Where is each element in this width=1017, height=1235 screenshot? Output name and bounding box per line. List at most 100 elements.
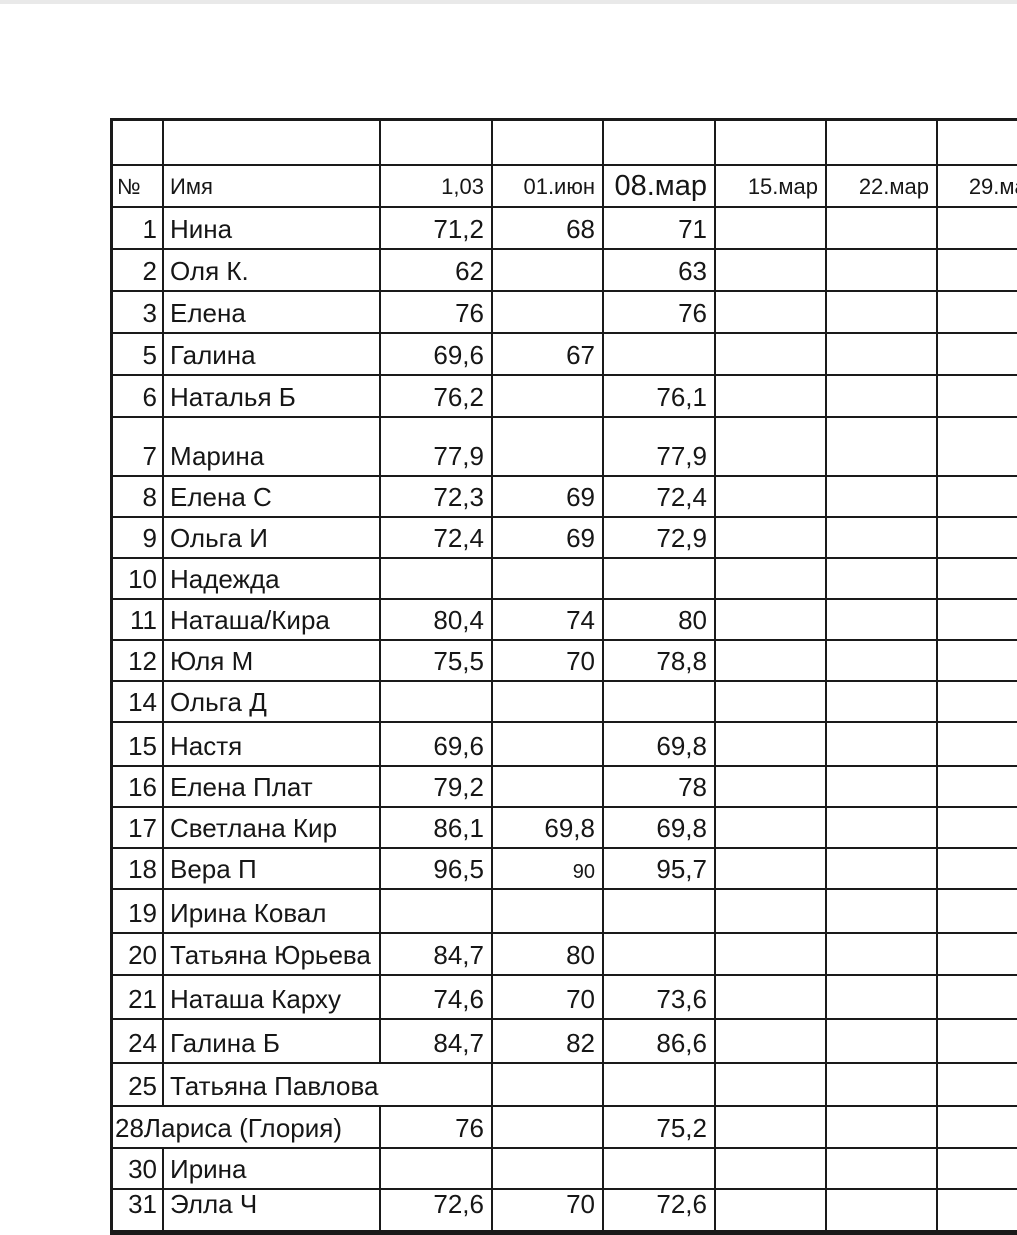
value-cell — [716, 292, 827, 332]
value-cell — [938, 1190, 1017, 1230]
member-name-cell: Оля К. — [164, 250, 381, 290]
value-cell: 71 — [604, 208, 716, 248]
row-number-cell: 17 — [113, 808, 164, 847]
row-number-cell: 10 — [113, 559, 164, 598]
value-cell — [493, 250, 604, 290]
value-cell: 69 — [493, 477, 604, 516]
value-cell — [716, 1107, 827, 1147]
table-row: 20 Татьяна Юрьева 84,7 80 — [113, 934, 1017, 976]
member-name-cell: Надежда — [164, 559, 381, 598]
value-cell — [938, 934, 1017, 974]
value-cell: 75,5 — [381, 641, 493, 680]
value-cell — [716, 1020, 827, 1062]
value-cell — [604, 559, 716, 598]
value-cell — [938, 559, 1017, 598]
value-cell — [604, 890, 716, 932]
value-cell: 96,5 — [381, 849, 493, 888]
value-cell — [827, 723, 938, 765]
value-cell: 79,2 — [381, 767, 493, 806]
value-cell: 72,6 — [604, 1190, 716, 1230]
table-row: 14 Ольга Д — [113, 682, 1017, 723]
value-cell — [827, 976, 938, 1018]
value-cell — [938, 641, 1017, 680]
value-cell — [716, 250, 827, 290]
column-header-date: 15.мар — [716, 166, 827, 206]
value-cell — [827, 1190, 938, 1230]
value-cell: 84,7 — [381, 934, 493, 974]
table-row: 12 Юля М 75,5 70 78,8 — [113, 641, 1017, 682]
row-number-cell: 8 — [113, 477, 164, 516]
column-header-name: Имя — [164, 166, 381, 206]
value-cell: 80 — [604, 600, 716, 639]
value-cell — [938, 767, 1017, 806]
value-cell: 70 — [493, 976, 604, 1018]
value-cell — [716, 767, 827, 806]
value-cell — [827, 477, 938, 516]
column-header-date: 08.мар — [604, 166, 716, 206]
value-cell — [827, 418, 938, 475]
value-cell — [493, 723, 604, 765]
empty-cell — [938, 121, 1017, 164]
value-cell: 70 — [493, 641, 604, 680]
row-number-cell: 6 — [113, 376, 164, 416]
value-cell — [493, 1064, 604, 1105]
value-cell: 95,7 — [604, 849, 716, 888]
value-cell — [938, 723, 1017, 765]
value-cell: 77,9 — [604, 418, 716, 475]
value-cell — [938, 1020, 1017, 1062]
row-number-cell: 9 — [113, 518, 164, 557]
table-row: 18 Вера П 96,5 90 95,7 — [113, 849, 1017, 890]
value-cell: 74,6 — [381, 976, 493, 1018]
value-cell — [827, 600, 938, 639]
empty-cell — [493, 121, 604, 164]
row-number-cell: 21 — [113, 976, 164, 1018]
value-cell: 72,4 — [381, 518, 493, 557]
value-cell — [827, 682, 938, 721]
row-number-cell: 3 — [113, 292, 164, 332]
value-cell — [716, 849, 827, 888]
value-cell — [938, 808, 1017, 847]
value-cell — [716, 1190, 827, 1230]
value-cell: 70 — [493, 1190, 604, 1230]
member-name-cell: Наташа Карху — [164, 976, 381, 1018]
value-cell — [381, 890, 493, 932]
value-cell — [938, 682, 1017, 721]
value-cell — [493, 376, 604, 416]
value-cell — [716, 559, 827, 598]
member-name-cell: Наталья Б — [164, 376, 381, 416]
value-cell — [938, 292, 1017, 332]
member-name-cell: Елена Плат — [164, 767, 381, 806]
member-name-cell: Наташа/Кира — [164, 600, 381, 639]
value-cell — [827, 767, 938, 806]
row-number-cell: 30 — [113, 1149, 164, 1188]
member-name-cell: Ирина Ковал — [164, 890, 381, 932]
row-number-cell: 11 — [113, 600, 164, 639]
row-number-cell: 5 — [113, 334, 164, 374]
value-cell — [827, 1149, 938, 1188]
value-cell — [604, 682, 716, 721]
table-row: 16 Елена Плат 79,2 78 — [113, 767, 1017, 808]
value-cell — [938, 890, 1017, 932]
row-number-cell: 12 — [113, 641, 164, 680]
value-cell — [381, 682, 493, 721]
value-cell: 76 — [381, 292, 493, 332]
member-name-cell: Марина — [164, 418, 381, 475]
value-cell: 78,8 — [604, 641, 716, 680]
empty-cell — [716, 121, 827, 164]
row-number-cell: 2 — [113, 250, 164, 290]
table-row: 31 Элла Ч 72,6 70 72,6 — [113, 1190, 1017, 1232]
member-name-cell: Елена С — [164, 477, 381, 516]
value-cell — [493, 1149, 604, 1188]
value-cell — [938, 334, 1017, 374]
value-cell: 75,2 — [604, 1107, 716, 1147]
value-cell: 76 — [381, 1107, 493, 1147]
empty-cell — [604, 121, 716, 164]
member-name-cell: Нина — [164, 208, 381, 248]
empty-cell — [827, 121, 938, 164]
value-cell: 86,6 — [604, 1020, 716, 1062]
value-cell — [716, 418, 827, 475]
value-cell — [493, 767, 604, 806]
row-number: 28 — [115, 1113, 144, 1143]
value-cell — [716, 600, 827, 639]
table-row: 3 Елена 76 76 — [113, 292, 1017, 334]
